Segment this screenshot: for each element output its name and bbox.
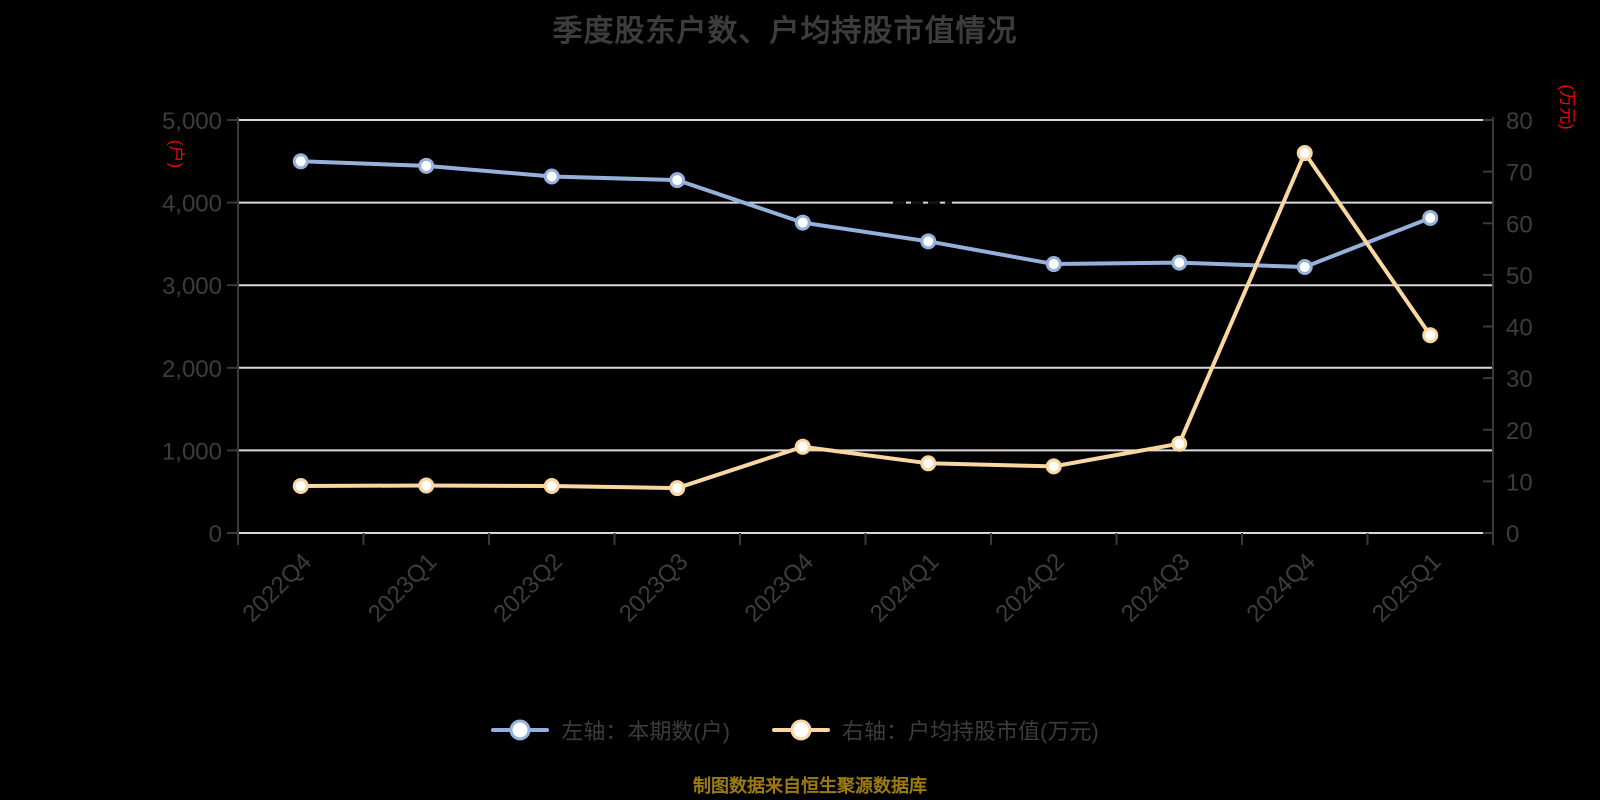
series-line-blue (298, 159, 1433, 270)
data-point-blue-2023Q3 (669, 172, 686, 189)
data-point-yellow-2024Q2 (1045, 458, 1062, 475)
right-axis-tick-label: 50 (1506, 263, 1533, 290)
legend-label-yellow: 右轴：户均持股市值(万元) (842, 719, 1099, 744)
x-axis-label-2024Q1: 2024Q1 (865, 548, 944, 627)
data-point-yellow-2023Q4 (794, 438, 811, 455)
data-point-yellow-2024Q3 (1171, 435, 1188, 452)
data-point-blue-2024Q4 (1296, 259, 1313, 276)
yellow-series-marker-icon (772, 719, 830, 741)
data-point-yellow-2023Q2 (543, 478, 560, 495)
left-axis-tick-label: 4,000 (162, 191, 222, 218)
data-point-blue-2023Q4 (794, 214, 811, 231)
data-source-note: 制图数据来自恒生聚源数据库 (693, 776, 927, 796)
right-axis-tick-label: 60 (1506, 211, 1533, 238)
legend-label-blue: 左轴：本期数(户) (561, 719, 730, 744)
right-axis-tick-label: 0 (1506, 521, 1519, 548)
left-axis-tick-label: 1,000 (162, 438, 222, 465)
x-axis-label-2024Q2: 2024Q2 (991, 548, 1070, 627)
data-point-yellow-2024Q1 (920, 455, 937, 472)
left-axis-tick-label: 5,000 (162, 108, 222, 135)
x-axis-label-2024Q4: 2024Q4 (1242, 548, 1321, 627)
data-point-yellow-2023Q3 (669, 480, 686, 497)
chart-legend: 左轴：本期数(户) 右轴：户均持股市值(万元) (0, 714, 1590, 746)
chart-title: 季度股东户数、户均持股市值情况 (552, 15, 1018, 48)
data-point-blue-2024Q1 (920, 233, 937, 250)
series-line-yellow (298, 151, 1433, 491)
right-axis-tick-label: 10 (1506, 469, 1533, 496)
x-axis-label-2025Q1: 2025Q1 (1367, 548, 1446, 627)
data-point-yellow-2025Q1 (1422, 327, 1439, 344)
x-axis-label-2023Q4: 2023Q4 (740, 548, 819, 627)
data-point-yellow-2023Q1 (418, 477, 435, 494)
x-axis-label-2023Q1: 2023Q1 (363, 548, 442, 627)
left-axis-tick-label: 3,000 (162, 273, 222, 300)
left-axis-tick-label: 0 (209, 521, 222, 548)
data-point-blue-2022Q4 (292, 153, 309, 170)
x-axis-label-2022Q4: 2022Q4 (238, 548, 317, 627)
right-axis-tick-label: 30 (1506, 366, 1533, 393)
x-axis-label-2023Q2: 2023Q2 (489, 548, 568, 627)
right-axis-tick-label: 80 (1506, 108, 1533, 135)
legend-item-yellow-series[interactable]: 右轴：户均持股市值(万元) (772, 714, 1099, 746)
data-point-blue-2024Q2 (1045, 256, 1062, 273)
right-axis-tick-label: 20 (1506, 418, 1533, 445)
data-point-yellow-2022Q4 (292, 478, 309, 495)
right-axis-tick-label: 40 (1506, 315, 1533, 342)
blue-series-marker-icon (491, 719, 550, 741)
data-point-blue-2023Q2 (543, 168, 560, 185)
x-axis-label-2024Q3: 2024Q3 (1116, 548, 1195, 627)
data-point-blue-2025Q1 (1422, 209, 1439, 226)
legend-item-blue-series[interactable]: 左轴：本期数(户) (491, 714, 730, 746)
x-axis-label-2023Q3: 2023Q3 (614, 548, 693, 627)
left-axis-tick-label: 2,000 (162, 356, 222, 383)
data-point-blue-2024Q3 (1171, 254, 1188, 271)
data-point-blue-2023Q1 (418, 157, 435, 174)
data-point-yellow-2024Q4 (1296, 145, 1313, 162)
right-axis-tick-label: 70 (1506, 160, 1533, 187)
